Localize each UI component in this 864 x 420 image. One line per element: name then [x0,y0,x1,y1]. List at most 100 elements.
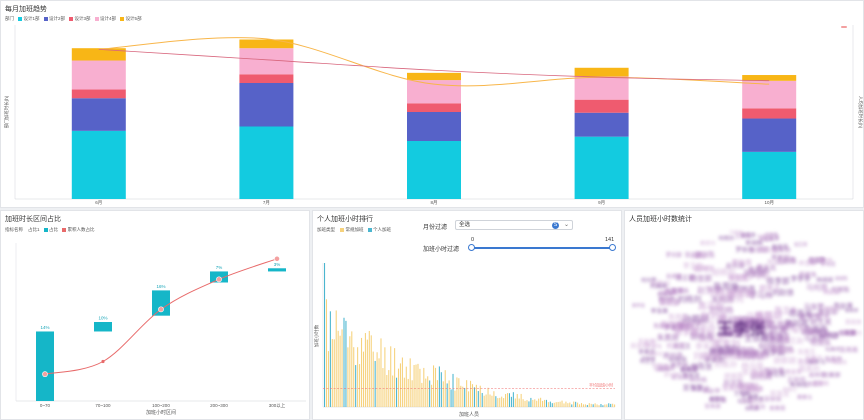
cumulative-point [101,359,105,364]
legend-dept3[interactable]: 设计3部 [69,16,91,22]
person-bar [571,404,573,407]
person-bar [563,403,565,407]
person-bar [409,358,411,407]
bar-value-label: 7% [216,265,223,270]
person-bar [355,365,357,407]
average-line-label: 平均加班小时 [589,382,613,388]
legend-regular-ot[interactable]: 常规加班 [340,227,364,233]
legend-label-ratio1: 占比1 [28,227,40,232]
cloud-word: 李林张 [767,331,791,341]
person-bar [565,401,567,407]
word-cloud: 陈周徐 杨郭朱 刘孙吴 张周高 杨刘高 刘郭黄 林吴陈 张陈吴 马高赵 吴周杨 郭林高 孙王赵 胡杨高李… [625,225,863,419]
cloud-word: 胡吴陈 [723,372,744,380]
range-bar-0~70 [36,331,54,401]
legend-swatch-dept2 [43,17,48,21]
cloud-word: 胡朱孙 [771,247,791,255]
cloud-word: 高杨张 [710,346,736,356]
person-bar [464,387,466,407]
cloud-word: 李胡杨 [745,241,763,248]
cloud-word: 罗李陈 [747,271,771,281]
legend-label-cumulative: 累积人数占比 [67,227,95,232]
person-bar [415,364,417,407]
legend-ratio1[interactable]: 占比1 [28,227,40,233]
cloud-word: 朱吴罗 [698,334,726,345]
cloud-word: 何杨孙 [718,235,735,242]
cloud-word: 刘徐周 [641,355,656,361]
legend-label-dept3: 设计3部 [74,16,91,21]
person-bar [390,346,392,407]
legend-swatch-ratio [43,228,48,232]
range-bar-70~100 [94,322,112,332]
person-bar [351,331,353,407]
person-bar [417,363,419,407]
person-bar [431,384,433,407]
wordcloud-panel: 人员加班小时数统计 陈周徐 杨郭朱 刘孙吴 张周高 杨刘高 刘郭黄 林吴陈 张陈吴 马高赵 吴周杨… [624,210,864,420]
person-bar [501,396,503,407]
legend-dept5[interactable]: 设计5部 [120,16,142,22]
cloud-word: 杨高朱 [774,348,796,356]
cloud-word: 朱黄胡 [656,334,679,343]
cloud-word: 吴周王 [797,350,816,357]
cloud-word: 黄何胡 [658,296,675,303]
hours-slider-track[interactable] [471,247,613,249]
cloud-word: 林赵李 [702,388,721,395]
person-bar [382,368,384,407]
person-bar [374,360,376,407]
legend-cumulative[interactable]: 累积人数占比 [62,227,95,233]
cloud-word: 黄李张 [631,303,645,309]
range-bar-300以上 [268,268,286,272]
cloud-word: 陈周徐 [713,282,739,292]
cloud-word: 何王王 [639,359,656,366]
legend-ratio[interactable]: 占比 [43,227,58,233]
bar-6月-设计3部 [71,89,126,99]
cloud-word: 林吴何 [723,328,751,339]
cloud-word: 马王徐 [748,400,763,406]
person-bar [557,401,559,407]
hours-slider-handle-min[interactable] [468,244,475,251]
cloud-word: 黄王高 [756,264,777,272]
bar-6月-设计5部 [71,48,126,61]
hours-slider-handle-max[interactable] [609,244,616,251]
cloud-word: 林陈张 [690,363,713,372]
month-filter-select[interactable]: 全选 S ⌄ [455,220,573,230]
cloud-word: 高何郭 [733,324,765,336]
cloud-word: 赵胡李 [666,274,682,281]
cloud-word: 刘张何 [717,293,744,304]
cloud-word: 朱胡周 [675,323,695,331]
cloud-word: 王黄刘 [846,331,862,338]
person-bar [360,337,363,407]
legend-dept4[interactable]: 设计4部 [94,16,116,22]
ranking-title: 个人加班小时排行 [317,216,373,223]
interval-legend: 指标名称 占比1 占比 累积人数占比 [5,227,99,233]
person-bar [569,402,571,407]
person-bar [497,398,499,407]
cloud-word: 孙陈孙 [714,359,738,369]
cloud-word: 高林周 [808,372,826,379]
cloud-word: 罗张周 [731,259,752,267]
cloud-word: 杨王郭 [675,274,695,282]
bar-10月-设计5部 [742,75,797,81]
cloud-word: 张李何 [690,326,716,336]
cloud-word: 刘何杨 [708,306,734,316]
person-bar [325,299,328,407]
cloud-word: 杨罗高 [762,348,785,358]
legend-personal-ot[interactable]: 个人加班 [367,227,391,233]
cloud-word: 林吴陈 [833,360,848,366]
cloud-word: 李郭高 [728,275,749,283]
legend-dept2[interactable]: 设计2部 [43,16,65,22]
cloud-word: 高高杨 [767,319,794,330]
legend-dept1[interactable]: 设计1部 [18,16,40,22]
person-bar [349,336,351,407]
person-bar [608,403,610,407]
cloud-word: 张吴杨 [734,318,765,330]
cloud-word: 张刘王 [741,366,766,376]
cloud-word: 何高何 [666,342,686,350]
cloud-word: 周吴胡 [630,343,648,350]
person-bar [610,403,612,407]
person-bar [473,387,475,407]
cloud-word: 林孙杨 [689,377,707,384]
person-bar [545,399,547,407]
x-tick-label: 100~200 [152,403,170,408]
clear-filter-icon[interactable]: S [552,222,559,229]
